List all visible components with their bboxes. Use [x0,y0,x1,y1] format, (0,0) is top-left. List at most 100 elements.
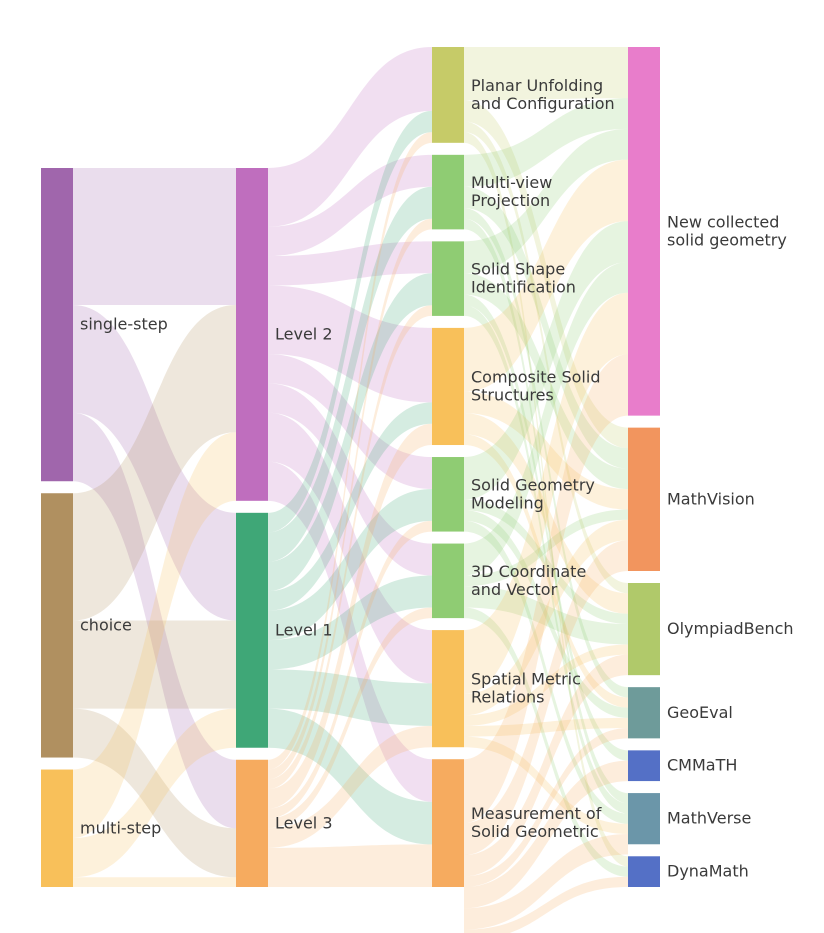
link-composite-to-olympiad [464,413,628,614]
node-mathvision [628,427,660,571]
link-level-3-to-modeling [268,520,432,819]
link-single-step-to-level-2 [73,168,236,306]
link-modeling-to-geoeval [464,510,628,718]
link-planar-to-dynamath [464,132,628,867]
link-coord-to-olympiad [464,586,628,645]
node-multiview [432,154,464,230]
link-level-2-to-multiview [268,154,432,257]
node-label-level-3: Level 3 [275,813,333,832]
link-level-3-to-metric [268,725,432,848]
link-metric-to-mathvision [464,519,628,716]
link-multi-step-to-level-2 [73,432,236,839]
link-level-1-to-measure [268,708,432,845]
node-choice [41,493,73,758]
node-measure [432,759,464,887]
node-dynamath [628,856,660,887]
link-level-1-to-planar [268,110,432,533]
link-level-3-to-coord [268,607,432,829]
link-level-2-to-composite [268,285,432,403]
link-level-1-to-shape [268,273,432,592]
link-metric-to-geoeval [464,717,628,737]
link-choice-to-level-3 [73,708,236,878]
link-planar-to-newcol [464,47,628,101]
link-shape-to-newcol [464,128,628,274]
link-level-1-to-multiview [268,186,432,562]
link-composite-to-mathvision [464,391,628,510]
link-metric-to-mathverse [464,736,628,835]
sankey-nodes [41,47,660,887]
link-level-2-to-measure [268,461,432,802]
node-label-single-step: single-step [80,315,168,334]
node-label-mathvision: MathVision [667,489,755,508]
link-choice-to-level-1 [73,620,236,709]
link-measure-to-mathverse [464,834,628,930]
link-level-2-to-modeling [268,353,432,489]
node-label-measure: Measurement of Solid Geometric [471,804,602,841]
link-level-1-to-modeling [268,488,432,641]
node-label-modeling: Solid Geometry Modeling [471,475,595,512]
node-label-dynamath: DynaMath [667,862,749,881]
link-single-step-to-level-1 [73,305,236,621]
node-coord [432,543,464,619]
link-modeling-to-olympiad [464,499,628,624]
link-measure-to-olympiad [464,654,628,877]
node-label-newcol: New collected solid geometry [667,212,787,249]
node-label-coord: 3D Coordinate and Vector [471,562,586,599]
node-single-step [41,168,73,482]
link-multi-step-to-level-1 [73,708,236,878]
node-newcol [628,47,660,416]
node-metric [432,630,464,748]
link-metric-to-olympiad [464,644,628,726]
node-cmmath [628,750,660,782]
link-metric-to-newcol [464,292,628,694]
sankey-links [73,47,628,933]
link-planar-to-mathvision [464,100,628,449]
link-level-2-to-shape [268,241,432,286]
link-coord-to-newcol [464,262,628,576]
node-label-geoeval: GeoEval [667,703,733,722]
link-multiview-to-geoeval [464,208,628,698]
link-level-1-to-composite [268,402,432,611]
sankey-labels: single-step choice multi-step Level 2 Level … [80,76,794,881]
link-level-2-to-coord [268,383,432,576]
link-shape-to-cmmath [464,294,628,761]
node-label-level-1: Level 1 [275,620,333,639]
link-level-3-to-shape [268,305,432,790]
node-label-planar: Planar Unfolding and Configuration [471,76,615,113]
link-measure-to-newcol [464,354,628,824]
node-multi-step [41,769,73,887]
node-label-mathverse: MathVerse [667,809,751,828]
node-olympiad [628,583,660,676]
node-level-2 [236,168,268,501]
link-level-2-to-planar [268,47,432,227]
node-mathverse [628,793,660,845]
link-composite-to-geoeval [464,434,628,708]
link-level-1-to-metric [268,669,432,726]
node-level-3 [236,759,268,887]
node-modeling [432,457,464,532]
link-modeling-to-newcol [464,221,628,500]
link-composite-to-newcol [464,159,628,392]
node-label-level-2: Level 2 [275,324,333,343]
link-shape-to-mathverse [464,305,628,814]
link-coord-to-mathvision [464,509,628,587]
node-label-shape: Solid Shape Identification [471,260,576,297]
node-label-composite: Composite Solid Structures [471,367,600,404]
link-measure-to-cmmath [464,760,628,909]
link-multiview-to-mathvision [464,186,628,469]
node-shape [432,241,464,316]
link-coord-to-dynamath [464,607,628,877]
node-level-1 [236,512,268,748]
link-planar-to-olympiad [464,121,628,594]
link-level-2-to-metric [268,412,432,684]
node-label-olympiad: OlympiadBench [667,619,794,638]
link-modeling-to-mathverse [464,520,628,824]
node-label-cmmath: CMMaTH [667,756,737,775]
node-label-multiview: Multi-view Projection [471,173,552,210]
node-composite [432,327,464,446]
link-level-3-to-multiview [268,218,432,780]
link-measure-to-mathvision [464,540,628,856]
link-measure-to-geoeval [464,728,628,887]
link-measure-to-dynamath [464,876,628,933]
